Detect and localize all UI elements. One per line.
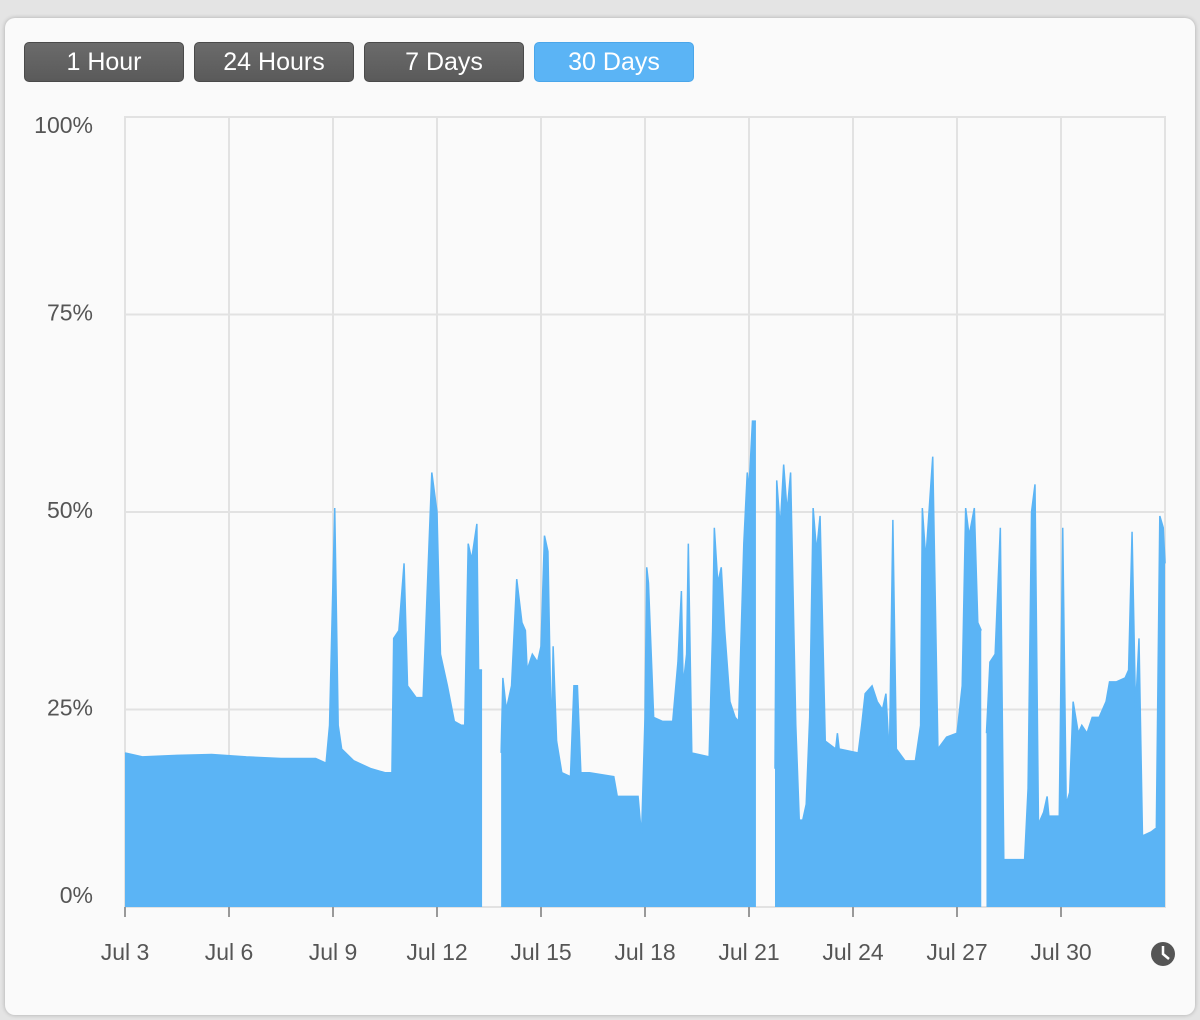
range-button[interactable]: 24 Hours xyxy=(194,42,354,82)
x-tick-label: Jul 30 xyxy=(1030,939,1091,965)
x-tick-label: Jul 3 xyxy=(101,939,150,965)
area-fill xyxy=(125,421,1165,907)
x-tick-label: Jul 27 xyxy=(926,939,987,965)
x-tick-label: Jul 24 xyxy=(822,939,884,965)
y-tick-label: 100% xyxy=(34,112,93,138)
x-tick-label: Jul 15 xyxy=(510,939,571,965)
y-tick-label: 0% xyxy=(60,882,93,908)
clock-icon[interactable] xyxy=(1151,942,1175,966)
y-tick-label: 75% xyxy=(47,300,93,326)
range-button-active[interactable]: 30 Days xyxy=(534,42,694,82)
x-tick-label: Jul 21 xyxy=(718,939,779,965)
y-tick-label: 25% xyxy=(47,695,93,721)
area-line xyxy=(124,420,1166,861)
x-tick-label: Jul 12 xyxy=(406,939,467,965)
range-button[interactable]: 7 Days xyxy=(364,42,524,82)
x-tick-label: Jul 9 xyxy=(309,939,358,965)
range-button[interactable]: 1 Hour xyxy=(24,42,184,82)
y-tick-label: 50% xyxy=(47,497,93,523)
x-tick-label: Jul 6 xyxy=(205,939,254,965)
x-tick-label: Jul 18 xyxy=(614,939,675,965)
